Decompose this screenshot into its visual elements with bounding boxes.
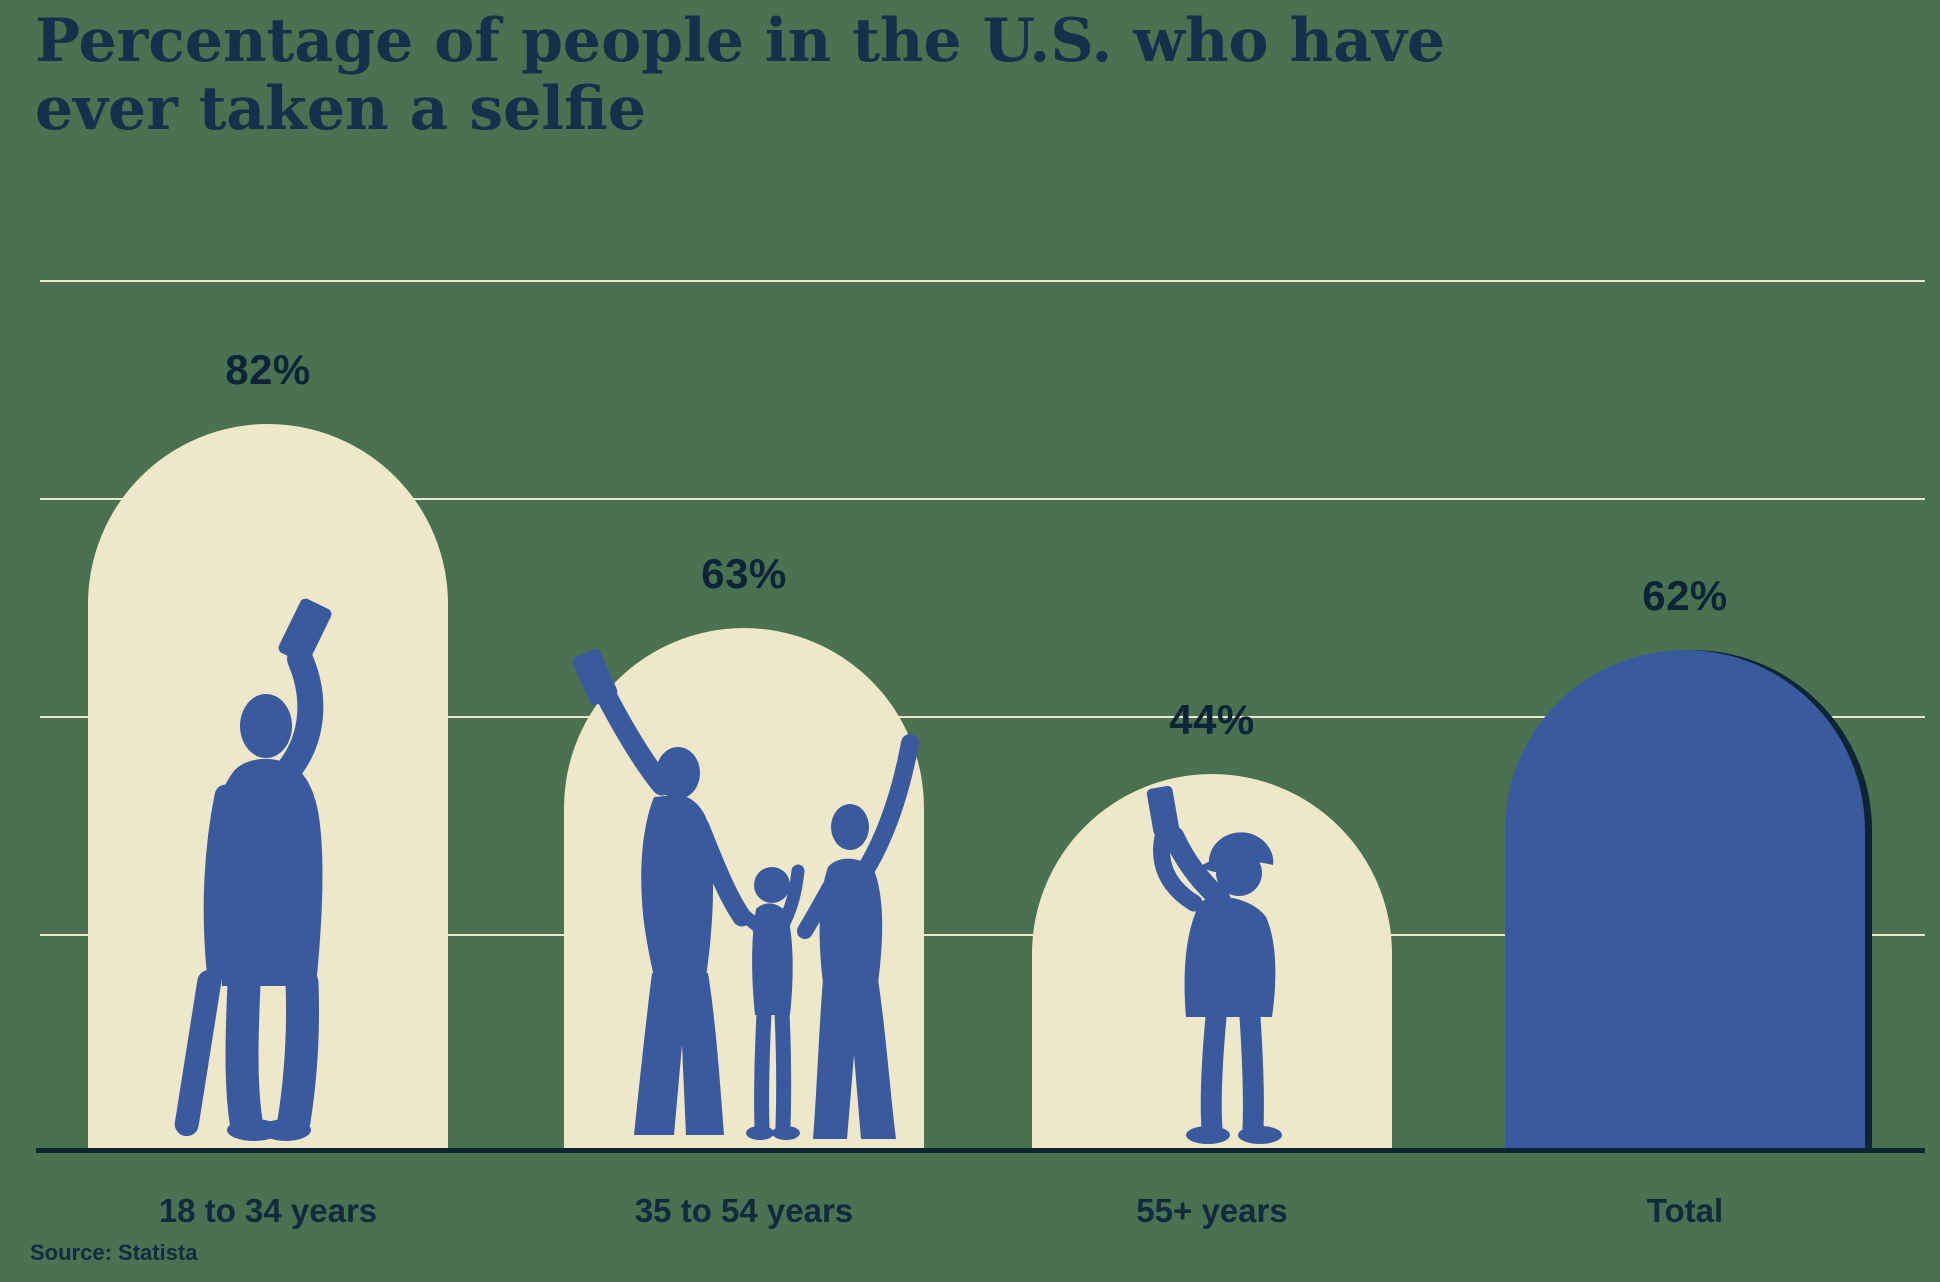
axis-label-55-plus: 55+ years	[1136, 1192, 1288, 1229]
value-label-18-to-34: 82%	[225, 346, 311, 393]
bar-55-plus	[1032, 774, 1392, 1148]
gridline	[40, 498, 1925, 500]
x-axis-baseline	[36, 1148, 1925, 1153]
value-label-35-to-54: 63%	[701, 550, 787, 597]
axis-label-18-to-34: 18 to 34 years	[158, 1192, 378, 1229]
source-note: Source: Statista	[30, 1240, 198, 1265]
axis-label-total: Total	[1646, 1192, 1724, 1229]
young-man-selfie-skateboard-icon	[174, 598, 332, 1141]
value-label-total: 62%	[1642, 572, 1728, 619]
chart-title: Percentage of people in the U.S. who hav…	[35, 6, 1445, 144]
gridline	[40, 934, 1925, 936]
axis-label-35-to-54: 35 to 54 years	[634, 1192, 854, 1229]
bar-18-to-34	[88, 424, 448, 1148]
gridline	[40, 716, 1925, 718]
value-label-55-plus: 44%	[1169, 696, 1255, 743]
gridline	[40, 280, 1925, 282]
bar-total	[1505, 650, 1865, 1148]
bar-35-to-54	[564, 628, 924, 1148]
family-group-selfie-icon	[572, 649, 919, 1140]
older-man-selfie-icon	[1146, 785, 1282, 1144]
